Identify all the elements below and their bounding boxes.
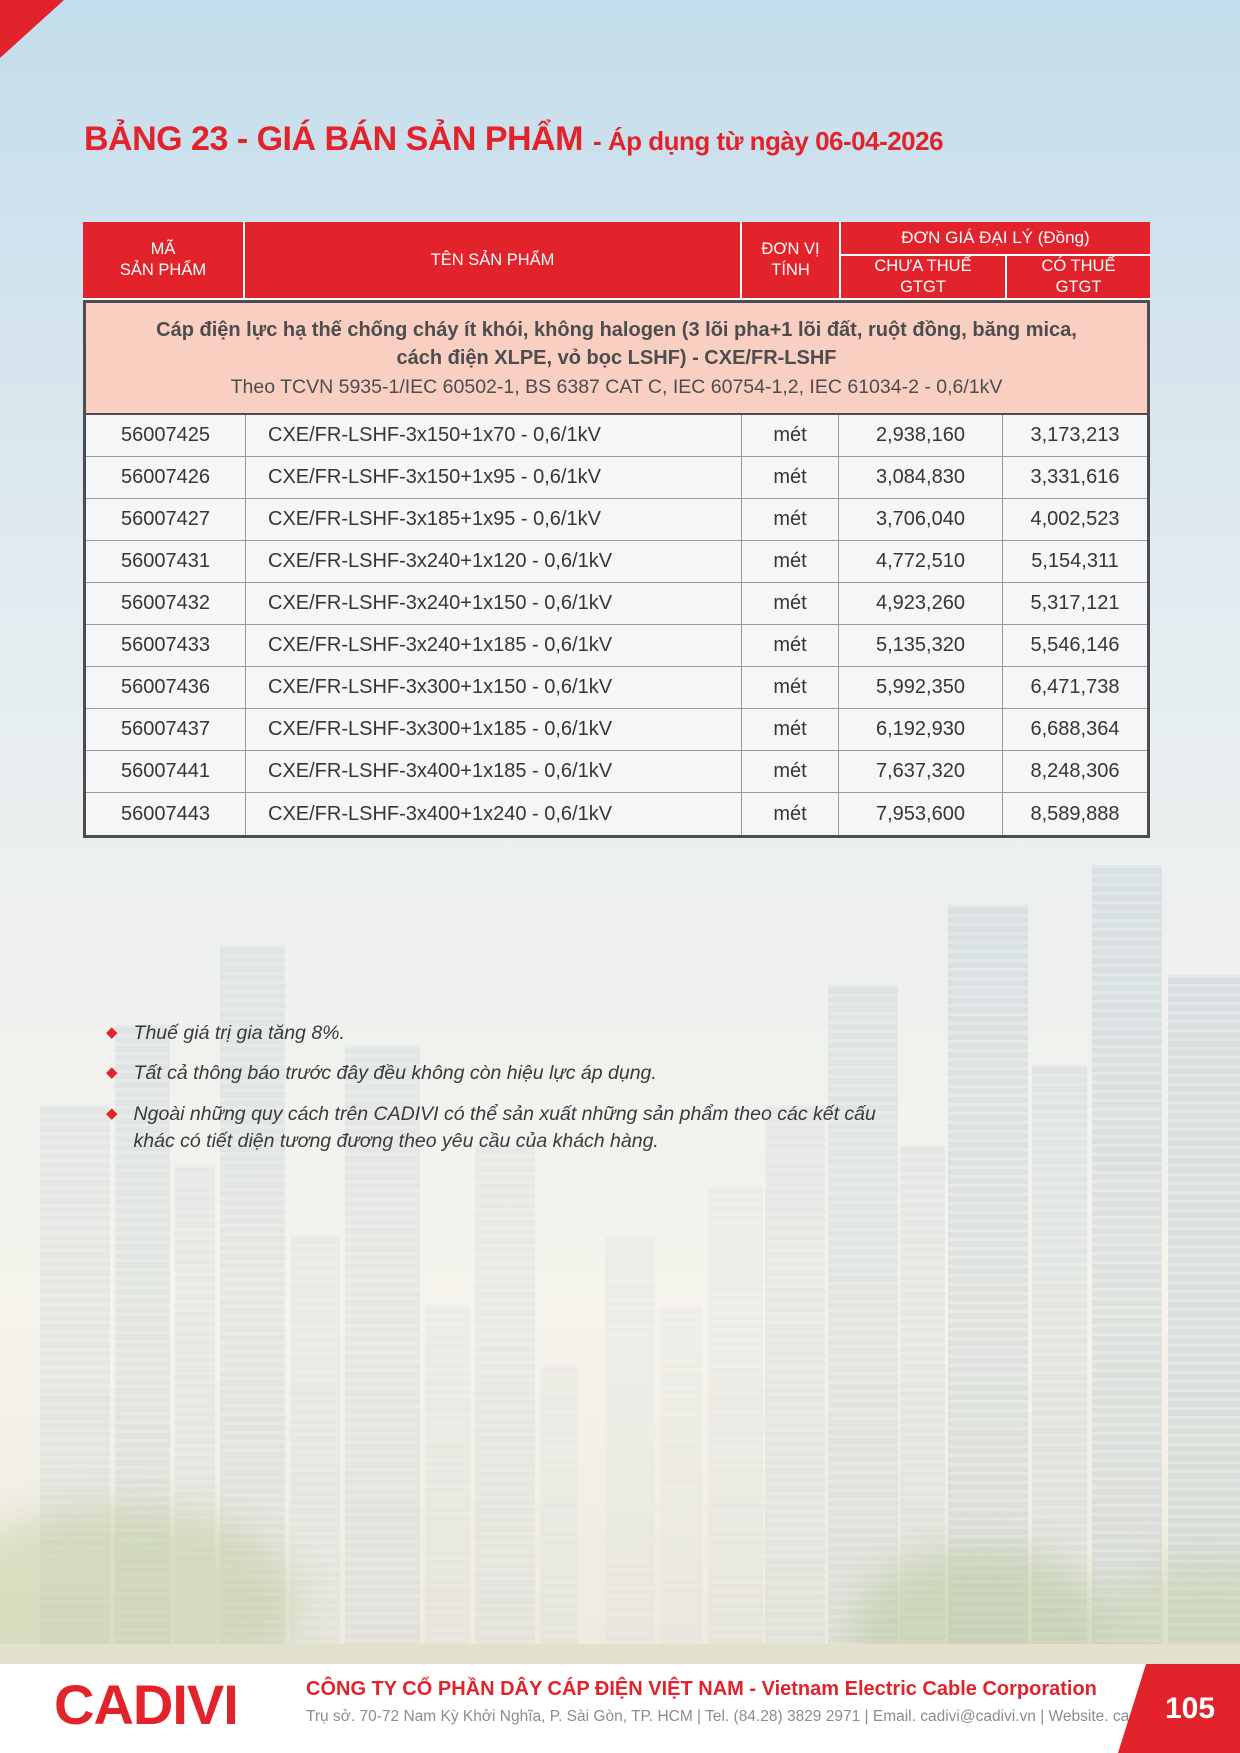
- cell-code: 56007431: [86, 541, 246, 583]
- table-row: 56007427 CXE/FR-LSHF-3x185+1x95 - 0,6/1kV…: [86, 499, 1147, 542]
- cell-code: 56007437: [86, 709, 246, 751]
- page-title-main: BẢNG 23 - GIÁ BÁN SẢN PHẨM: [84, 120, 583, 158]
- cell-price-inc: 6,688,364: [1030, 718, 1120, 741]
- cell-code: 56007432: [86, 583, 246, 625]
- page-number: 105: [1164, 1691, 1216, 1725]
- footer-accent-band: [0, 1644, 1240, 1664]
- cadivi-logo: CADIVI: [54, 1673, 239, 1736]
- cell-name: CXE/FR-LSHF-3x150+1x95 - 0,6/1kV: [246, 457, 742, 499]
- product-group-title: Cáp điện lực hạ thế chống cháy ít khói, …: [156, 319, 1077, 369]
- page-title: BẢNG 23 - GIÁ BÁN SẢN PHẨM - Áp dụng từ …: [84, 120, 1164, 159]
- footer-info: CÔNG TY CỔ PHẦN DÂY CÁP ĐIỆN VIỆT NAM - …: [306, 1678, 1173, 1726]
- diamond-bullet-icon: ◆: [106, 1064, 118, 1082]
- cell-unit: mét: [742, 625, 839, 667]
- cell-price-ex: 5,135,320: [839, 625, 1003, 667]
- cell-name: CXE/FR-LSHF-3x240+1x120 - 0,6/1kV: [246, 541, 742, 583]
- cell-name: CXE/FR-LSHF-3x150+1x70 - 0,6/1kV: [246, 415, 742, 457]
- cell-price-inc: 8,589,888: [1030, 802, 1120, 825]
- note-item: ◆ Thuế giá trị gia tăng 8%.: [106, 1020, 896, 1047]
- cell-price-inc: 6,471,738: [1030, 676, 1120, 699]
- cell-unit: mét: [742, 667, 839, 709]
- header-unit: ĐƠN VỊ TÍNH: [742, 222, 839, 298]
- cell-code: 56007443: [86, 793, 246, 836]
- cell-unit: mét: [742, 415, 839, 457]
- header-price-inc-vat: CÓ THUẾ GTGT: [1007, 256, 1150, 298]
- cell-code: 56007441: [86, 751, 246, 793]
- note-text: Ngoài những quy cách trên CADIVI có thể …: [133, 1102, 876, 1152]
- cell-name: CXE/FR-LSHF-3x240+1x185 - 0,6/1kV: [246, 625, 742, 667]
- table-body: Cáp điện lực hạ thế chống cháy ít khói, …: [83, 300, 1150, 839]
- cell-price-ex: 7,637,320: [839, 751, 1003, 793]
- cell-price-inc: 3,331,616: [1030, 466, 1120, 489]
- table-row: 56007426 CXE/FR-LSHF-3x150+1x95 - 0,6/1kV…: [86, 457, 1147, 500]
- cell-price-inc: 8,248,306: [1030, 760, 1120, 783]
- cell-code: 56007427: [86, 499, 246, 541]
- cell-unit: mét: [742, 457, 839, 499]
- table-row: 56007436 CXE/FR-LSHF-3x300+1x150 - 0,6/1k…: [86, 667, 1147, 710]
- cell-code: 56007433: [86, 625, 246, 667]
- header-price-group: ĐƠN GIÁ ĐẠI LÝ (Đồng): [841, 222, 1150, 254]
- header-product-name: TÊN SẢN PHẨM: [245, 222, 740, 298]
- header-product-code: MÃ SẢN PHẨM: [83, 222, 243, 298]
- diamond-bullet-icon: ◆: [106, 1024, 118, 1041]
- cell-code: 56007436: [86, 667, 246, 709]
- cell-price-ex: 5,992,350: [839, 667, 1003, 709]
- cell-code: 56007426: [86, 457, 246, 499]
- table-row: 56007433 CXE/FR-LSHF-3x240+1x185 - 0,6/1k…: [86, 625, 1147, 668]
- cell-unit: mét: [742, 709, 839, 751]
- product-group-standard: Theo TCVN 5935-1/IEC 60502-1, BS 6387 CA…: [230, 376, 1003, 398]
- table-row: 56007425 CXE/FR-LSHF-3x150+1x70 - 0,6/1kV…: [86, 415, 1147, 458]
- cell-price-ex: 4,772,510: [839, 541, 1003, 583]
- cell-price-ex: 7,953,600: [839, 793, 1003, 836]
- footer: CADIVI CÔNG TY CỔ PHẦN DÂY CÁP ĐIỆN VIỆT…: [0, 1664, 1240, 1753]
- cell-price-inc: 5,546,146: [1030, 634, 1120, 657]
- page-number-badge: 105: [1118, 1664, 1240, 1753]
- cell-price-ex: 3,084,830: [839, 457, 1003, 499]
- cell-unit: mét: [742, 499, 839, 541]
- corner-decoration: [0, 0, 64, 58]
- price-table: MÃ SẢN PHẨM TÊN SẢN PHẨM ĐƠN VỊ TÍNH ĐƠN…: [83, 222, 1150, 839]
- cell-name: CXE/FR-LSHF-3x300+1x185 - 0,6/1kV: [246, 709, 742, 751]
- table-row: 56007437 CXE/FR-LSHF-3x300+1x185 - 0,6/1k…: [86, 709, 1147, 752]
- page-title-suffix: - Áp dụng từ ngày 06-04-2026: [592, 126, 944, 156]
- cell-name: CXE/FR-LSHF-3x300+1x150 - 0,6/1kV: [246, 667, 742, 709]
- table-row: 56007443 CXE/FR-LSHF-3x400+1x240 - 0,6/1k…: [86, 793, 1147, 836]
- cell-unit: mét: [742, 541, 839, 583]
- note-text: Thuế giá trị gia tăng 8%.: [133, 1022, 345, 1044]
- notes-list: ◆ Thuế giá trị gia tăng 8%. ◆ Tất cả thô…: [106, 1020, 896, 1155]
- cell-name: CXE/FR-LSHF-3x400+1x240 - 0,6/1kV: [246, 793, 742, 836]
- cell-name: CXE/FR-LSHF-3x240+1x150 - 0,6/1kV: [246, 583, 742, 625]
- footer-company-name: CÔNG TY CỔ PHẦN DÂY CÁP ĐIỆN VIỆT NAM - …: [306, 1678, 1097, 1700]
- table-row: 56007441 CXE/FR-LSHF-3x400+1x185 - 0,6/1k…: [86, 751, 1147, 794]
- cell-price-ex: 3,706,040: [839, 499, 1003, 541]
- cell-price-inc: 5,317,121: [1030, 592, 1120, 615]
- cell-price-ex: 6,192,930: [839, 709, 1003, 751]
- cell-price-ex: 2,938,160: [839, 415, 1003, 457]
- cell-unit: mét: [742, 751, 839, 793]
- cell-unit: mét: [742, 793, 839, 836]
- cell-price-inc: 4,002,523: [1030, 508, 1120, 531]
- header-price-ex-vat: CHƯA THUẾ GTGT: [841, 256, 1005, 298]
- cell-code: 56007425: [86, 415, 246, 457]
- note-item: ◆ Ngoài những quy cách trên CADIVI có th…: [106, 1101, 896, 1156]
- cell-unit: mét: [742, 583, 839, 625]
- table-row: 56007431 CXE/FR-LSHF-3x240+1x120 - 0,6/1k…: [86, 541, 1147, 584]
- diamond-bullet-icon: ◆: [106, 1104, 118, 1122]
- note-item: ◆ Tất cả thông báo trước đây đều không c…: [106, 1060, 896, 1087]
- cell-price-inc: 5,154,311: [1031, 550, 1119, 573]
- product-group-header: Cáp điện lực hạ thế chống cháy ít khói, …: [86, 303, 1147, 416]
- table-row: 56007432 CXE/FR-LSHF-3x240+1x150 - 0,6/1k…: [86, 583, 1147, 626]
- background-skyline: [0, 850, 1240, 1665]
- note-text: Tất cả thông báo trước đây đều không còn…: [133, 1062, 657, 1085]
- cell-price-ex: 4,923,260: [839, 583, 1003, 625]
- cell-price-inc: 3,173,213: [1030, 424, 1120, 447]
- footer-address: Trụ sở. 70-72 Nam Kỳ Khởi Nghĩa, P. Sài …: [306, 1708, 1174, 1725]
- table-header: MÃ SẢN PHẨM TÊN SẢN PHẨM ĐƠN VỊ TÍNH ĐƠN…: [83, 222, 1150, 298]
- table-rows: 56007425 CXE/FR-LSHF-3x150+1x70 - 0,6/1kV…: [86, 415, 1147, 836]
- cell-name: CXE/FR-LSHF-3x185+1x95 - 0,6/1kV: [246, 499, 742, 541]
- cell-name: CXE/FR-LSHF-3x400+1x185 - 0,6/1kV: [246, 751, 742, 793]
